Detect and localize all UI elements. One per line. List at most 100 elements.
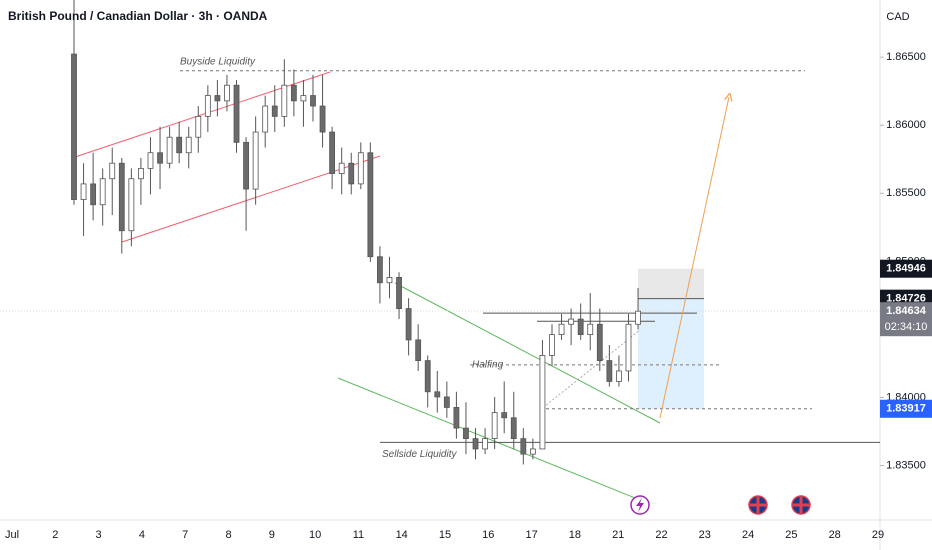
candle-body <box>118 162 125 232</box>
candle-body <box>424 360 431 393</box>
lightning-icon <box>636 498 644 512</box>
x-tick-label: 7 <box>182 529 188 541</box>
candle-body <box>405 308 412 341</box>
x-tick-label: 8 <box>225 529 231 541</box>
candle-body <box>443 396 450 408</box>
candle-body <box>396 277 402 309</box>
stop-zone <box>638 298 704 409</box>
candle-body <box>147 152 154 169</box>
price-label-bg <box>880 259 932 278</box>
x-tick-label: 10 <box>309 529 321 541</box>
candle-body <box>300 95 307 102</box>
x-tick-label: 16 <box>482 529 494 541</box>
candle-body <box>319 105 326 133</box>
y-tick-label: 1.85500 <box>886 187 926 199</box>
x-tick-label: 28 <box>829 529 841 541</box>
countdown: 02:34:10 <box>885 321 928 333</box>
channel-line <box>337 377 641 501</box>
candle-body <box>482 438 488 450</box>
candle-body <box>558 323 565 335</box>
y-tick-label: 1.86000 <box>886 119 926 131</box>
candle-body <box>386 277 393 284</box>
candle-body <box>109 162 116 180</box>
level-label: Halfing <box>472 359 504 370</box>
candle-body <box>329 131 336 174</box>
x-tick-label: Jul <box>5 529 19 541</box>
x-tick-label: 4 <box>139 529 145 541</box>
x-tick-label: 18 <box>569 529 581 541</box>
x-tick-label: 3 <box>96 529 102 541</box>
candle-body <box>377 256 383 284</box>
candle-body <box>310 95 316 107</box>
x-tick-label: 14 <box>396 529 408 541</box>
price-label: 1.83917 <box>886 403 926 415</box>
event-icons <box>630 495 811 515</box>
price-label: 1.84634 <box>886 305 927 317</box>
plot-area <box>0 0 880 501</box>
x-tick-label: 15 <box>439 529 451 541</box>
candle-body <box>252 131 259 190</box>
x-tick-label: 21 <box>612 529 624 541</box>
candle-body <box>520 438 527 455</box>
x-tick-label: 2 <box>52 529 58 541</box>
candle-body <box>243 141 249 190</box>
candle-body <box>290 84 297 102</box>
candle-body <box>357 152 364 185</box>
candle-body <box>271 105 278 117</box>
candle-body <box>625 323 632 372</box>
x-tick-label: 24 <box>742 529 754 541</box>
flag-cross <box>793 497 809 513</box>
projection-arrow <box>659 97 729 419</box>
candle-body <box>577 318 584 335</box>
candle-body <box>434 391 441 398</box>
candle-body <box>529 448 536 455</box>
candle-body <box>80 183 87 200</box>
candle-body <box>510 417 517 439</box>
x-tick-label: 9 <box>269 529 275 541</box>
y-tick-label: 1.83500 <box>886 459 926 471</box>
price-label-bg <box>880 399 932 418</box>
candle-body <box>128 178 135 232</box>
candle-body <box>587 323 594 335</box>
currency-label[interactable]: CAD <box>886 11 909 23</box>
candle-body <box>166 136 173 164</box>
candle-body <box>214 95 221 102</box>
x-tick-label: 11 <box>353 529 364 541</box>
candle-body <box>635 310 641 325</box>
y-tick-label: 1.86500 <box>886 51 926 63</box>
candle-body <box>415 339 422 361</box>
x-tick-label: 17 <box>525 529 537 541</box>
channel-line <box>121 155 381 243</box>
candle-body <box>539 355 546 450</box>
candle-body <box>453 407 460 429</box>
candle-body <box>606 360 613 382</box>
candle-body <box>472 438 479 450</box>
candle-body <box>338 162 345 174</box>
candle-body <box>233 84 240 143</box>
candle-body <box>185 136 192 154</box>
candle-body <box>71 53 77 200</box>
x-tick-label: 29 <box>872 529 884 541</box>
candle-body <box>90 183 97 206</box>
target-zone <box>638 268 704 299</box>
candle-body <box>616 370 622 382</box>
candle-body <box>157 152 163 164</box>
candle-body <box>281 84 288 117</box>
price-label: 1.84726 <box>886 293 926 305</box>
candle-body <box>348 162 355 185</box>
candle-body <box>224 84 230 102</box>
candle-body <box>549 334 555 356</box>
x-tick-label: 23 <box>699 529 711 541</box>
x-tick-label: 22 <box>655 529 667 541</box>
price-label-bg <box>880 302 932 337</box>
candle-body <box>596 323 603 361</box>
chart-title: British Pound / Canadian Dollar · 3h · O… <box>8 9 268 23</box>
candle-body <box>568 318 575 325</box>
level-label: Buyside Liquidity <box>180 56 256 67</box>
price-label: 1.84946 <box>886 263 926 275</box>
candle-body <box>463 427 469 439</box>
candle-body <box>491 412 498 439</box>
candle-body <box>262 105 269 133</box>
flag-cross <box>750 497 766 513</box>
